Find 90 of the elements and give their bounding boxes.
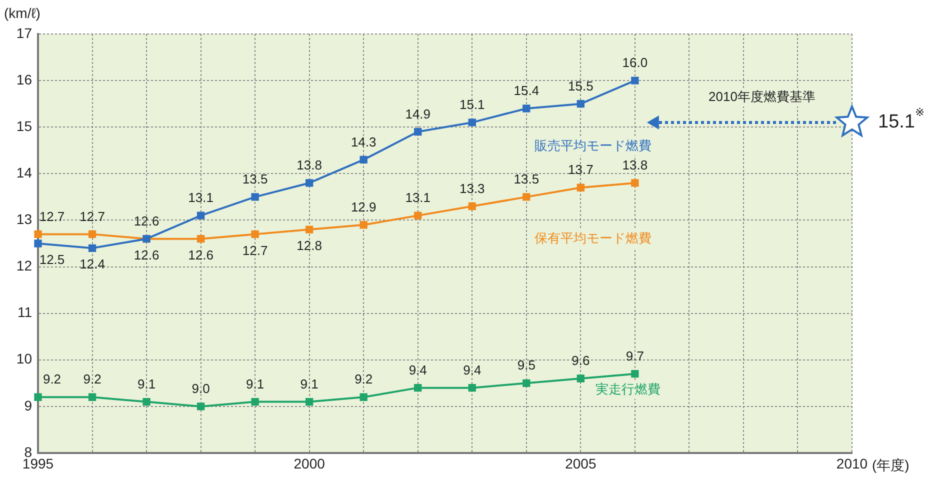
data-label: 14.3 [350,134,376,150]
point [34,240,42,248]
data-label: 16.0 [622,55,648,70]
point [360,393,368,401]
point [251,398,259,406]
data-label: 14.9 [405,106,431,122]
point [88,230,96,238]
point [196,402,205,410]
y-tick-label: 9 [24,397,32,414]
point [576,100,584,108]
data-label: 9.5 [517,358,536,373]
data-label: 12.7 [242,242,268,258]
x-tick-label: 2005 [565,455,596,472]
point [468,118,476,126]
data-label: 12.6 [134,247,160,262]
point [576,184,584,192]
series-label: 2010年度燃費基準 [708,89,816,104]
data-label: 9.2 [354,372,373,387]
x-axis-title: (年度) [872,456,910,473]
text: 保有平均モード燃費 [534,230,652,246]
point [468,384,476,392]
data-label: 12.7 [80,208,105,224]
data-label: 12.5 [39,252,65,268]
point [414,384,422,392]
data-label: 13.1 [405,190,431,206]
data-label: 9.1 [246,376,264,392]
point [631,179,639,187]
data-label: 15.5 [568,78,594,94]
data-label: 15.4 [514,83,540,98]
y-tick-label: 16 [16,71,32,88]
data-label: 15.1 [459,97,485,112]
data-label: 9.2 [42,372,62,387]
point [196,212,205,220]
data-label: 15.1※ [878,107,925,133]
x-tick-label: 2010 [836,455,868,472]
data-label: 9.6 [572,353,590,368]
point [34,393,42,401]
y-tick-label: 15 [16,118,32,134]
point [196,235,205,243]
data-label: 9.2 [83,372,102,387]
data-label: 9.4 [463,362,482,378]
data-label: 13.3 [459,180,485,196]
y-tick-label: 11 [17,304,32,320]
point [251,230,259,238]
data-label: 12.9 [350,199,376,214]
data-label: 12.6 [188,247,214,262]
y-tick-label: 12 [16,258,32,274]
data-label: 9.1 [300,376,318,392]
data-label: 13.5 [514,172,540,187]
point [631,76,639,84]
data-label: 9.0 [192,381,210,396]
legend-label: 販売平均モード燃費 [534,138,652,154]
point [414,128,422,136]
point [88,393,96,401]
y-tick-label: 13 [16,211,32,228]
point [360,221,368,229]
point [576,374,584,382]
data-label: 12.8 [296,238,322,254]
data-label: 9.4 [408,362,427,378]
data-label: 13.5 [242,172,268,187]
x-tick-label: 2000 [294,455,326,472]
data-label: 12.6 [134,213,160,228]
y-tick-label: 17 [16,24,32,41]
point [468,202,476,210]
y-tick-label: 14 [16,164,32,181]
data-label: 12.4 [80,256,105,272]
point [88,244,96,252]
data-label: 13.7 [568,162,594,178]
point [306,398,314,406]
y-tick-label: 8 [24,444,32,460]
data-label: 13.8 [622,158,648,173]
point [142,398,150,406]
point [306,179,314,187]
point [251,193,259,201]
data-label: 13.8 [296,158,322,173]
data-label: 9.1 [137,376,156,392]
point [522,379,530,387]
point [360,156,368,164]
data-label: 9.7 [626,348,644,364]
point [522,193,530,201]
point [631,370,639,378]
data-label: 13.1 [188,190,214,206]
point [522,104,530,112]
y-tick-label: 10 [16,350,32,367]
y-axis-title: (km/ℓ) [4,4,40,21]
point [306,226,314,234]
data-label: 12.7 [39,208,65,224]
point [414,212,422,220]
point [34,230,42,238]
series-label: 実走行燃費 [595,381,660,396]
